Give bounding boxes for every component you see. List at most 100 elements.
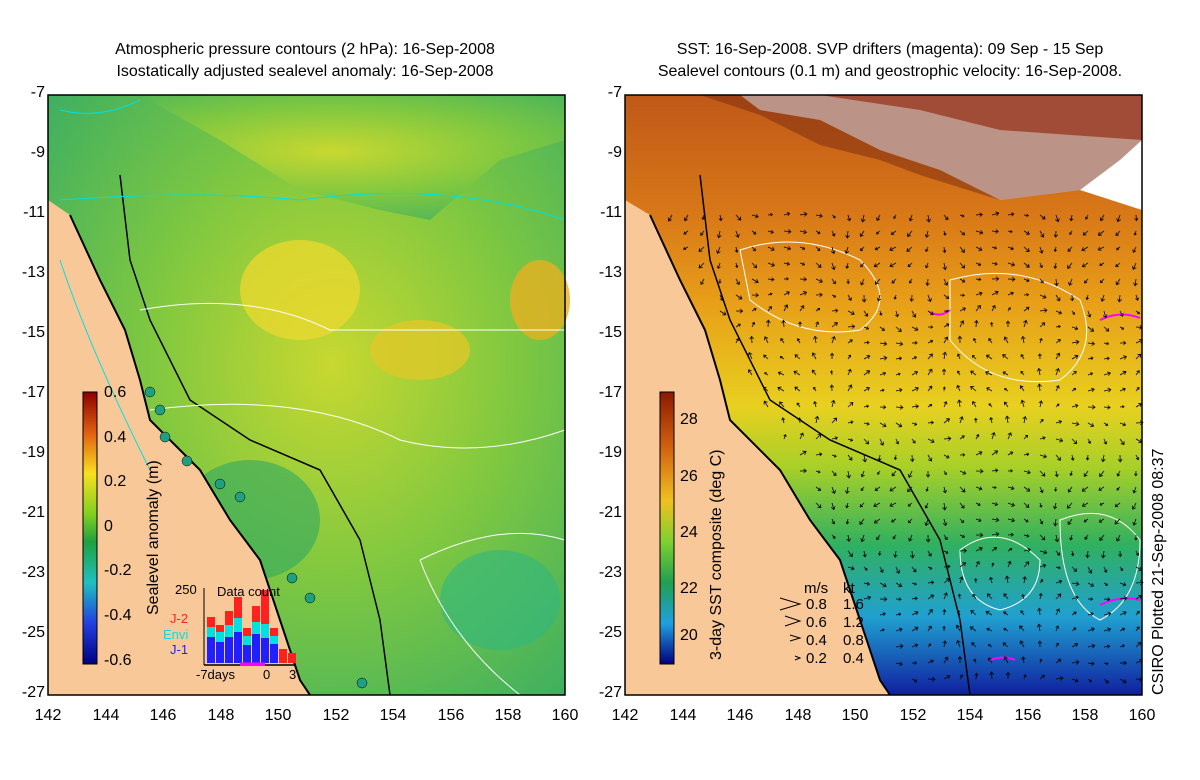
velocity-arrow: [794, 354, 801, 360]
velocity-arrow: [1053, 262, 1058, 269]
velocity-arrow: [876, 534, 881, 541]
velocity-arrow: [943, 278, 949, 286]
velocity-arrow: [798, 321, 802, 328]
velocity-arrow: [1037, 383, 1042, 392]
velocity-arrow: [847, 566, 855, 571]
velocity-arrow: [889, 246, 897, 252]
velocity-arrow: [1003, 593, 1009, 600]
velocity-arrow: [863, 387, 870, 392]
velocity-arrow: [1132, 262, 1137, 270]
velocity-arrow: [815, 452, 823, 457]
velocity-arrow: [815, 307, 821, 312]
velocity-arrow: [1071, 581, 1080, 587]
velocity-arrow: [959, 453, 966, 457]
velocity-arrow: [1020, 353, 1025, 360]
right-lat-tick: -27: [598, 684, 622, 701]
velocity-arrow: [943, 294, 950, 299]
velocity-arrow: [991, 276, 1000, 282]
velocity-arrow: [1132, 518, 1137, 526]
velocity-arrow: [959, 307, 966, 312]
right-lat-tick: -17: [598, 384, 622, 401]
left-lon-tick: 152: [322, 707, 350, 724]
velocity-arrow: [1067, 486, 1073, 493]
left-tide-gauge: [144, 386, 156, 398]
velocity-arrow: [975, 291, 983, 296]
velocity-arrow: [1003, 627, 1009, 632]
velocity-arrow: [1083, 518, 1089, 523]
inset-bar-blue: [270, 644, 278, 663]
left-lon-tick: 154: [379, 707, 407, 724]
velocity-arrow: [970, 370, 977, 376]
velocity-arrow: [1023, 262, 1030, 268]
inset-bar-cyan: [270, 636, 278, 644]
velocity-arrow: [1119, 355, 1128, 360]
left-lat-tick: -27: [21, 684, 45, 701]
velocity-arrow: [779, 355, 785, 360]
velocity-arrow: [1007, 432, 1012, 440]
velocity-arrow: [751, 292, 759, 298]
velocity-arrow: [1119, 370, 1127, 376]
velocity-arrow: [1039, 278, 1044, 284]
velocity-legend-kt: 1.6: [843, 596, 864, 613]
velocity-arrow: [1039, 470, 1046, 477]
velocity-arrow: [1038, 592, 1043, 600]
velocity-arrow: [911, 404, 920, 409]
velocity-arrow: [1071, 678, 1079, 683]
velocity-arrow: [799, 291, 808, 296]
velocity-arrow: [1020, 335, 1026, 344]
velocity-arrow: [973, 337, 977, 344]
velocity-arrow: [1103, 582, 1109, 586]
inset-bar-blue: [207, 637, 215, 663]
velocity-arrow: [942, 386, 946, 392]
velocity-arrow: [1117, 294, 1122, 303]
velocity-arrow: [991, 261, 998, 266]
velocity-arrow: [1098, 486, 1105, 491]
velocity-arrow: [1055, 352, 1061, 360]
velocity-arrow: [1115, 230, 1121, 237]
velocity-arrow: [1071, 595, 1079, 600]
velocity-arrow: [1055, 550, 1061, 556]
velocity-arrow: [1021, 593, 1025, 600]
velocity-arrow: [988, 403, 993, 408]
velocity-arrow: [1007, 451, 1014, 456]
inset-bar-red: [234, 597, 242, 618]
velocity-arrow: [1082, 230, 1089, 236]
velocity-arrow: [1023, 561, 1030, 568]
velocity-arrow: [1087, 356, 1094, 361]
velocity-arrow: [911, 310, 917, 318]
velocity-arrow: [831, 534, 836, 539]
velocity-arrow: [924, 502, 929, 509]
velocity-arrow: [877, 470, 881, 475]
left-lon-tick: 160: [551, 707, 579, 724]
velocity-arrow: [863, 354, 871, 360]
velocity-arrow: [1039, 230, 1045, 238]
velocity-arrow: [975, 532, 984, 538]
velocity-arrow: [1039, 294, 1047, 299]
velocity-arrow: [783, 245, 792, 251]
velocity-arrow: [911, 596, 918, 601]
velocity-arrow: [879, 371, 887, 376]
velocity-arrow: [1002, 371, 1009, 376]
velocity-arrow: [735, 230, 740, 238]
velocity-arrow: [1087, 678, 1092, 683]
velocity-arrow: [794, 386, 801, 392]
velocity-arrow: [1119, 387, 1126, 392]
velocity-arrow: [1023, 674, 1027, 680]
velocity-arrow: [891, 470, 897, 477]
velocity-arrow: [895, 643, 904, 649]
velocity-arrow: [1098, 518, 1105, 523]
velocity-arrow: [811, 352, 817, 360]
velocity-arrow: [777, 371, 785, 376]
velocity-arrow: [831, 470, 837, 477]
velocity-arrow: [991, 547, 998, 552]
velocity-arrow: [1055, 658, 1062, 664]
velocity-arrow: [891, 278, 897, 284]
velocity-arrow: [1071, 550, 1075, 557]
velocity-arrow: [863, 438, 869, 445]
velocity-arrow: [959, 262, 965, 269]
velocity-arrow: [907, 502, 913, 507]
velocity-arrow: [1007, 212, 1015, 217]
velocity-arrow: [1103, 662, 1109, 666]
right-colorbar: [659, 391, 675, 665]
velocity-arrow: [1116, 486, 1121, 491]
